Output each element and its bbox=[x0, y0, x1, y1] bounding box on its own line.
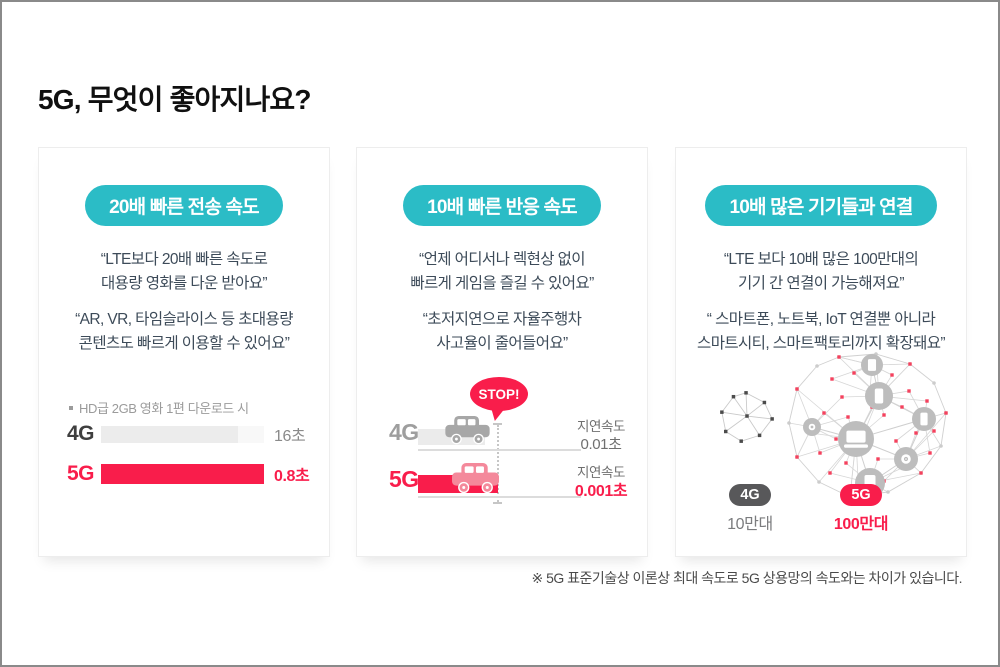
lane-label-5g: 5G bbox=[389, 466, 419, 492]
4g-network-graphic bbox=[720, 391, 774, 443]
bar-row-4g: 4G 16초 bbox=[67, 422, 306, 446]
card-device-connections: 10배 많은 기기들과 연결 “LTE 보다 10배 많은 100만대의 기기 … bbox=[675, 147, 967, 557]
card-response-speed: 10배 빠른 반응 속도 “언제 어디서나 렉현상 없이 빠르게 게임을 즐길 … bbox=[356, 147, 648, 557]
pill-4g: 4G bbox=[729, 484, 771, 506]
chart-legend: HD급 2GB 영화 1편 다운로드 시 bbox=[69, 398, 249, 417]
stop-label: STOP! bbox=[478, 386, 520, 402]
device-phone-icon bbox=[912, 407, 936, 431]
badge-device-connections: 10배 많은 기기들과 연결 bbox=[705, 185, 937, 226]
quote-transfer-2: “AR, VR, 타임슬라이스 등 초대용량 콘텐츠도 빠르게 이용할 수 있어… bbox=[75, 311, 293, 353]
car-4g-icon bbox=[445, 416, 490, 445]
pill-5g: 5G bbox=[840, 484, 882, 506]
device-tablet-icon bbox=[861, 354, 883, 376]
delay-title-4g: 지연속도 bbox=[576, 419, 626, 434]
quote-connections-1: “LTE 보다 10배 많은 100만대의 기기 간 연결이 가능해져요” bbox=[723, 251, 919, 293]
delay-value-5g: 0.001초 bbox=[574, 482, 628, 500]
device-phone-icon bbox=[865, 382, 893, 410]
5g-network-graphic bbox=[787, 352, 948, 499]
car-5g-icon bbox=[452, 463, 499, 494]
delay-title-5g: 지연속도 bbox=[576, 465, 626, 480]
bar-value-5g: 0.8초 bbox=[274, 468, 310, 485]
road-line-4g bbox=[418, 449, 581, 451]
delay-5g: 지연속도 0.001초 bbox=[553, 465, 647, 502]
quote-response-2: “초저지연으로 자율주행차 사고율이 줄어들어요” bbox=[422, 311, 582, 353]
quote-connections-2: “ 스마트폰, 노트북, IoT 연결뿐 아니라 스마트시티, 스마트팩토리까지… bbox=[697, 311, 946, 353]
card-transfer-speed: 20배 빠른 전송 속도 “LTE보다 20배 빠른 속도로 대용량 영화를 다… bbox=[38, 147, 330, 557]
stop-bubble: STOP! bbox=[470, 377, 528, 411]
stop-dotted-line bbox=[497, 425, 499, 502]
bar-row-5g: 5G 0.8초 bbox=[67, 462, 310, 486]
device-laptop-icon bbox=[838, 421, 874, 457]
bar-label-5g: 5G bbox=[67, 462, 95, 485]
road-line-5g bbox=[418, 496, 581, 498]
page-title: 5G, 무엇이 좋아지나요? bbox=[38, 84, 311, 115]
bar-label-4g: 4G bbox=[67, 422, 95, 445]
count-4g: 10만대 bbox=[727, 516, 773, 533]
quote-transfer-1: “LTE보다 20배 빠른 속도로 대용량 영화를 다운 받아요” bbox=[100, 251, 268, 293]
stop-line-cap-bottom bbox=[493, 502, 502, 504]
badge-response-speed: 10배 빠른 반응 속도 bbox=[403, 185, 601, 226]
device-cam-icon bbox=[803, 418, 821, 436]
stop-bubble-tail bbox=[488, 408, 506, 421]
footnote: ※ 5G 표준기술상 이론상 최대 속도로 5G 상용망의 속도와는 차이가 있… bbox=[531, 570, 962, 586]
chart-legend-text: HD급 2GB 영화 1편 다운로드 시 bbox=[79, 401, 249, 416]
delay-value-4g: 0.01초 bbox=[580, 435, 622, 453]
bar-5g bbox=[101, 464, 264, 484]
badge-transfer-speed: 20배 빠른 전송 속도 bbox=[85, 185, 283, 226]
stop-line-cap-top bbox=[493, 423, 502, 425]
bullet-icon bbox=[69, 405, 73, 410]
device-speaker-icon bbox=[894, 447, 918, 471]
lane-label-4g: 4G bbox=[389, 419, 419, 445]
bar-value-4g: 16초 bbox=[274, 428, 306, 445]
quote-response-1: “언제 어디서나 렉현상 없이 빠르게 게임을 즐길 수 있어요” bbox=[410, 251, 594, 293]
count-5g: 100만대 bbox=[833, 516, 889, 533]
delay-4g: 지연속도 0.01초 bbox=[553, 419, 647, 455]
bar-4g bbox=[101, 425, 264, 443]
